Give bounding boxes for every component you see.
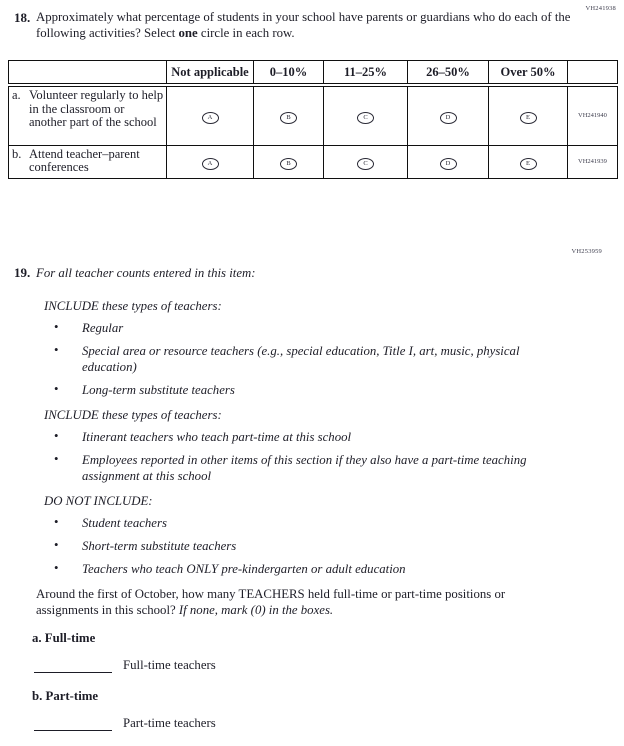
bullet-text-regular: Regular xyxy=(82,321,124,335)
part-time-field-label: Part-time teachers xyxy=(123,716,216,730)
part-time-blank-row: Part-time teachers xyxy=(34,716,614,731)
do-not-include-section: DO NOT INCLUDE: • Student teachers • Short… xyxy=(14,493,614,577)
row-a-cell-26-50: D xyxy=(407,84,489,146)
row-a-label-cell: a. Volunteer regularly to help in the cl… xyxy=(8,84,167,146)
header-blank xyxy=(8,60,167,87)
bullet-text-short-term: Short-term substitute teachers xyxy=(82,539,237,553)
header-over-50: Over 50% xyxy=(488,60,568,87)
list-item: • Short-term substitute teachers xyxy=(14,538,552,554)
row-a-cell-not-applicable: A xyxy=(166,84,254,146)
list-item: • Long-term substitute teachers xyxy=(14,382,552,398)
header-code-col xyxy=(567,60,618,87)
bubble-a-26-50[interactable]: D xyxy=(439,111,457,124)
question18-number: 18. xyxy=(14,10,31,25)
bubble-a-11-25[interactable]: C xyxy=(357,111,374,124)
list-item: • Itinerant teachers who teach part-time … xyxy=(14,429,552,445)
bullet-icon: • xyxy=(54,561,59,575)
table-header-row: Not applicable 0–10% 11–25% 26–50% Over … xyxy=(8,60,618,87)
question18-text: Approximately what percentage of student… xyxy=(36,10,581,41)
question19-number: 19. xyxy=(14,265,31,280)
row-b-cell-26-50: D xyxy=(407,144,489,179)
header-11-25: 11–25% xyxy=(323,60,408,87)
row-b-label: Attend teacher–parent conferences xyxy=(29,146,140,174)
list-item: • Special area or resource teachers (e.g.… xyxy=(14,343,552,375)
part-b-label: b. Part-time xyxy=(32,689,99,703)
row-b-cell-0-10: B xyxy=(253,144,324,179)
question18-code: VH241938 xyxy=(585,5,616,12)
include-section-2: INCLUDE these types of teachers: • Itiner… xyxy=(14,407,614,484)
bullet-text-long-term: Long-term substitute teachers xyxy=(82,383,235,397)
question19-intro-text: For all teacher counts entered in this i… xyxy=(36,266,256,280)
bullet-text-special-area: Special area or resource teachers (e.g.,… xyxy=(82,344,520,374)
do-not-include-heading: DO NOT INCLUDE: xyxy=(44,494,153,508)
header-0-10: 0–10% xyxy=(253,60,324,87)
closing-text-regular: Around the first of October, how many TE… xyxy=(36,587,506,617)
closing-text-italic: If none, mark (0) in the boxes. xyxy=(178,603,334,617)
bubble-a-not-applicable[interactable]: A xyxy=(201,111,219,124)
bubble-b-26-50[interactable]: D xyxy=(439,157,457,170)
bubble-a-0-10[interactable]: B xyxy=(280,111,297,124)
bubble-b-over-50[interactable]: E xyxy=(519,157,537,170)
list-item: • Student teachers xyxy=(14,515,552,531)
bullet-text-itinerant: Itinerant teachers who teach part-time a… xyxy=(82,430,352,444)
table-row-a: a. Volunteer regularly to help in the cl… xyxy=(8,84,618,146)
bullet-icon: • xyxy=(54,515,59,529)
bullet-icon: • xyxy=(54,343,59,357)
question19-code: VH253959 xyxy=(571,248,602,255)
header-26-50: 26–50% xyxy=(407,60,489,87)
full-time-count-input[interactable] xyxy=(34,659,112,673)
bullet-text-employees: Employees reported in other items of thi… xyxy=(82,453,527,483)
row-a-cell-0-10: B xyxy=(253,84,324,146)
question-19: 19. For all teacher counts entered in th… xyxy=(14,265,614,746)
bullet-text-only-prek: Teachers who teach ONLY pre-kindergarten… xyxy=(82,562,406,576)
row-b-label-cell: b. Attend teacher–parent conferences xyxy=(8,144,167,179)
question-18: 18. Approximately what percentage of stu… xyxy=(14,10,582,41)
question18-text-main: Approximately what percentage of student… xyxy=(36,10,571,40)
include-heading-1: INCLUDE these types of teachers: xyxy=(44,299,222,313)
list-item: • Regular xyxy=(14,320,552,336)
bubble-b-0-10[interactable]: B xyxy=(280,157,297,170)
list-item: • Teachers who teach ONLY pre-kindergarte… xyxy=(14,561,552,577)
include-section-1: INCLUDE these types of teachers: • Regula… xyxy=(14,298,614,398)
question19-closing: Around the first of October, how many TE… xyxy=(36,586,558,618)
bullet-text-student-teachers: Student teachers xyxy=(82,516,167,530)
question19-intro: 19. For all teacher counts entered in th… xyxy=(14,265,614,281)
row-b-letter: b. xyxy=(12,146,22,161)
full-time-blank-row: Full-time teachers xyxy=(34,658,614,673)
bullet-icon: • xyxy=(54,429,59,443)
bullet-icon: • xyxy=(54,538,59,552)
bullet-icon: • xyxy=(54,452,59,466)
row-b-cell-over-50: E xyxy=(488,144,568,179)
header-not-applicable: Not applicable xyxy=(166,60,254,87)
row-a-code: VH241940 xyxy=(567,84,618,146)
bubble-b-11-25[interactable]: C xyxy=(357,157,374,170)
row-b-code: VH241939 xyxy=(567,144,618,179)
question18-text-tail: circle in each row. xyxy=(197,25,295,40)
bullet-icon: • xyxy=(54,320,59,334)
question18-bold-word: one xyxy=(178,25,198,40)
row-a-cell-11-25: C xyxy=(323,84,408,146)
include-heading-2: INCLUDE these types of teachers: xyxy=(44,408,222,422)
part-a-label: a. Full-time xyxy=(32,631,96,645)
bullet-icon: • xyxy=(54,382,59,396)
list-item: • Employees reported in other items of th… xyxy=(14,452,552,484)
q18-answer-table: Not applicable 0–10% 11–25% 26–50% Over … xyxy=(8,60,618,179)
row-a-cell-over-50: E xyxy=(488,84,568,146)
table-row-b: b. Attend teacher–parent conferences A B… xyxy=(8,144,618,179)
row-a-label: Volunteer regularly to help in the class… xyxy=(29,88,164,129)
row-b-cell-11-25: C xyxy=(323,144,408,179)
part-time-count-input[interactable] xyxy=(34,717,112,731)
bubble-b-not-applicable[interactable]: A xyxy=(201,157,219,170)
bubble-a-over-50[interactable]: E xyxy=(519,111,537,124)
row-b-cell-not-applicable: A xyxy=(166,144,254,179)
full-time-field-label: Full-time teachers xyxy=(123,658,216,672)
row-a-letter: a. xyxy=(12,88,21,102)
